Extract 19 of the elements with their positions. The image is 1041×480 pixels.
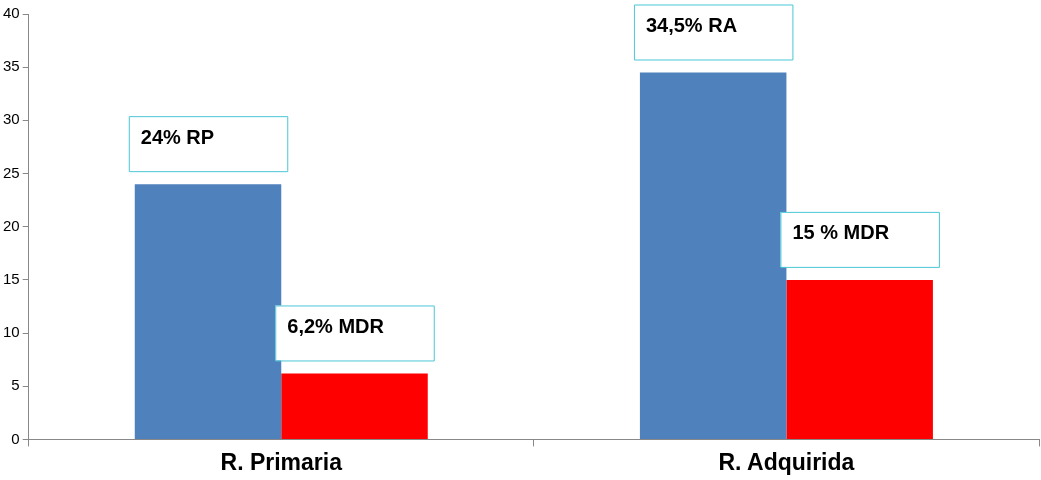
- x-tick-label: R. Adquirida: [718, 448, 855, 475]
- y-tick-label: 15: [3, 270, 20, 288]
- y-tick-label: 5: [11, 376, 20, 394]
- y-tick-label: 30: [3, 110, 20, 128]
- bar: [786, 279, 933, 439]
- data-label: 6,2% MDR: [287, 314, 385, 337]
- data-label: 24% RP: [140, 125, 215, 148]
- y-tick-label: 0: [11, 429, 20, 447]
- data-label: 15 % MDR: [792, 221, 890, 244]
- y-tick-label: 35: [3, 57, 20, 75]
- y-tick-label: 40: [3, 4, 20, 22]
- bar: [281, 373, 428, 439]
- y-tick-label: 25: [3, 163, 20, 181]
- y-tick-label: 10: [3, 323, 20, 341]
- bar: [134, 184, 282, 439]
- bar: [639, 72, 787, 439]
- x-tick-label: R. Primaria: [220, 448, 343, 475]
- data-label: 34,5% RA: [645, 14, 738, 37]
- y-tick-label: 20: [3, 216, 20, 234]
